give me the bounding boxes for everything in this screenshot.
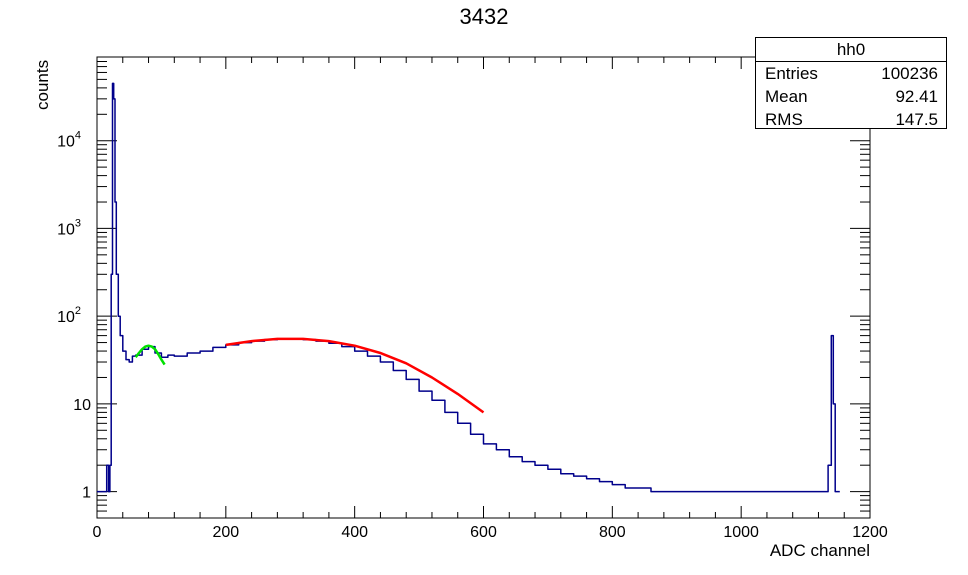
x-tick-label: 1200: [852, 524, 888, 541]
x-tick-label: 200: [212, 524, 239, 541]
x-axis-label: ADC channel: [770, 541, 870, 560]
y-tick-label: 10: [73, 397, 91, 414]
stats-value: 147.5: [895, 110, 938, 129]
fit-curve-2: [225, 337, 485, 414]
stats-box: hh0 Entries 100236 Mean 92.41 RMS 147.5: [755, 37, 947, 129]
y-tick-label: 1: [82, 485, 91, 502]
chart-title: 3432: [459, 4, 509, 29]
stats-value: 100236: [881, 64, 938, 83]
x-tick-label: 400: [341, 524, 368, 541]
stats-row-entries: Entries 100236: [756, 62, 946, 85]
y-tick-label: 103: [57, 217, 81, 238]
data-marks: [97, 82, 840, 493]
x-tick-label: 1000: [723, 524, 759, 541]
stats-value: 92.41: [895, 87, 938, 106]
stats-key: Mean: [765, 87, 808, 106]
x-tick-label: 800: [599, 524, 626, 541]
stats-key: Entries: [765, 64, 818, 83]
stats-histogram-name: hh0: [756, 38, 946, 62]
x-tick-label: 600: [470, 524, 497, 541]
axis-ticks: 0 200 400 600 800 1000 1200 1 10 102 103 104: [57, 56, 888, 541]
stats-key: RMS: [765, 110, 803, 129]
histogram-series: [97, 82, 840, 493]
x-tick-label: 0: [93, 524, 102, 541]
fit-curve-1: [134, 344, 166, 366]
y-tick-label: 104: [57, 130, 81, 151]
stats-row-rms: RMS 147.5: [756, 108, 946, 131]
y-axis-label: counts: [33, 60, 52, 110]
stats-row-mean: Mean 92.41: [756, 85, 946, 108]
y-tick-label: 102: [57, 305, 81, 326]
